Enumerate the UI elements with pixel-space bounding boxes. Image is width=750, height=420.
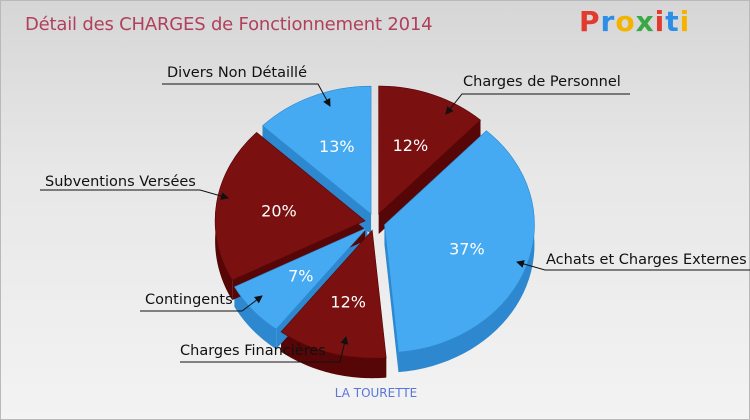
pie-category-label: Charges Financières: [180, 343, 326, 359]
pie-percent-label: 12%: [330, 293, 366, 312]
pie-slice-divers-non-detaille[interactable]: [262, 85, 372, 215]
leader-line: [162, 83, 331, 107]
commune-name: LA TOURETTE: [334, 386, 418, 400]
pie-category-label: Subventions Versées: [45, 174, 196, 190]
pie-slice-achats-et-charges-externes[interactable]: [384, 130, 535, 353]
pie-category-label: Divers Non Détaillé: [167, 65, 307, 81]
pie-slice-charges-financieres[interactable]: [280, 229, 387, 359]
pie-percent-label: 20%: [261, 201, 297, 220]
leader-line: [445, 93, 630, 115]
leader-line: [516, 260, 750, 271]
leader-line: [40, 189, 229, 200]
pie-percent-label: 7%: [288, 266, 313, 285]
pie-slice-side: [398, 130, 535, 373]
pie-category-label: Contingents: [145, 292, 233, 308]
pie-slice-wall: [384, 224, 399, 373]
pie-percent-label: 13%: [319, 137, 355, 156]
pie-slice-wall: [378, 120, 481, 235]
pie-percent-label: 12%: [393, 136, 429, 155]
pie-slice-subventions-versees[interactable]: [214, 132, 366, 281]
pie-slice-side: [281, 331, 387, 379]
pie-slice-charges-de-personnel[interactable]: [378, 85, 481, 215]
pie-slice-side: [234, 286, 277, 350]
pie-slice-contingents[interactable]: [234, 227, 368, 330]
proxiti-logo: Proxiti: [579, 5, 691, 38]
pie-category-label: Achats et Charges Externes: [546, 252, 747, 268]
leader-line: [140, 295, 263, 312]
chart-title: Détail des CHARGES de Fonctionnement 201…: [25, 14, 433, 35]
pie-category-label: Charges de Personnel: [463, 74, 621, 90]
leader-line: [180, 336, 349, 363]
pie-percent-label: 37%: [449, 240, 485, 259]
